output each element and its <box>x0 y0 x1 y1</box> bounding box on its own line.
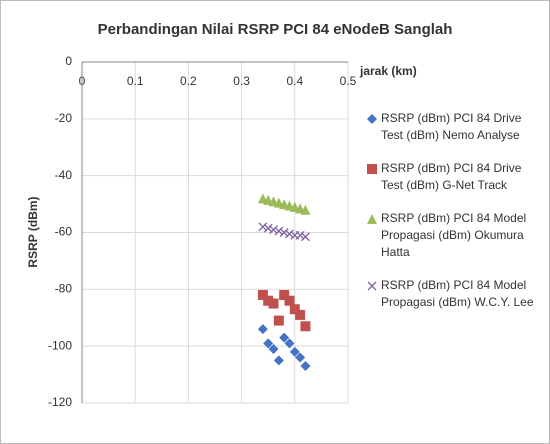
marker <box>367 214 377 224</box>
marker <box>274 226 284 236</box>
legend-entry: RSRP (dBm) PCI 84 Drive Test (dBm) Nemo … <box>366 110 536 144</box>
marker <box>295 352 306 363</box>
y-tick-label: -40 <box>55 168 73 182</box>
marker <box>284 295 295 306</box>
marker <box>367 114 377 124</box>
legend-entry: RSRP (dBm) PCI 84 Drive Test (dBm) G-Net… <box>366 160 536 194</box>
marker <box>268 344 279 355</box>
marker <box>367 164 377 174</box>
x-tick-label: 0.5 <box>340 74 357 88</box>
marker <box>289 304 300 315</box>
marker <box>289 346 300 357</box>
legend-icon <box>367 281 377 291</box>
marker <box>263 223 273 233</box>
y-tick-label: -80 <box>55 282 73 296</box>
marker <box>263 295 274 306</box>
legend-icon <box>367 164 377 174</box>
marker <box>268 298 279 309</box>
legend-label: RSRP (dBm) PCI 84 Model Propagasi (dBm) … <box>381 211 527 259</box>
legend-label: RSRP (dBm) PCI 84 Model Propagasi (dBm) … <box>381 278 534 309</box>
y-tick-label: -20 <box>55 111 73 125</box>
marker <box>269 225 278 235</box>
marker <box>279 228 289 237</box>
legend-icon <box>367 114 377 124</box>
x-tick-label: 0.3 <box>233 74 250 88</box>
y-tick-label: -120 <box>48 395 72 409</box>
x-tick-label: 0.2 <box>180 74 197 88</box>
marker <box>295 230 305 240</box>
legend-label: RSRP (dBm) PCI 84 Drive Test (dBm) G-Net… <box>381 161 522 192</box>
y-axis-title: RSRP (dBm) <box>26 196 40 267</box>
y-tick-label: -100 <box>48 338 72 352</box>
y-tick-label: 0 <box>65 54 72 68</box>
marker <box>284 338 295 349</box>
y-tick-label: -60 <box>55 225 73 239</box>
marker <box>257 290 268 301</box>
marker <box>257 324 268 335</box>
legend-icon <box>367 214 377 224</box>
marker <box>279 332 290 343</box>
x-tick-label: 0.1 <box>127 74 144 88</box>
legend-label: RSRP (dBm) PCI 84 Drive Test (dBm) Nemo … <box>381 111 522 142</box>
legend-entry: RSRP (dBm) PCI 84 Model Propagasi (dBm) … <box>366 277 536 311</box>
marker <box>295 309 306 320</box>
marker <box>300 232 310 242</box>
marker <box>273 315 284 326</box>
marker <box>300 321 311 332</box>
legend: RSRP (dBm) PCI 84 Drive Test (dBm) Nemo … <box>366 110 536 327</box>
x-tick-label: 0.4 <box>286 74 303 88</box>
x-axis-title: jarak (km) <box>359 64 417 78</box>
chart-title: Perbandingan Nilai RSRP PCI 84 eNodeB Sa… <box>98 21 453 38</box>
marker <box>279 290 290 301</box>
marker <box>300 361 311 372</box>
marker <box>273 355 284 366</box>
legend-entry: RSRP (dBm) PCI 84 Model Propagasi (dBm) … <box>366 210 536 261</box>
marker <box>258 222 268 232</box>
marker <box>300 204 311 215</box>
marker <box>285 229 294 239</box>
marker <box>367 281 377 291</box>
marker <box>263 338 274 349</box>
